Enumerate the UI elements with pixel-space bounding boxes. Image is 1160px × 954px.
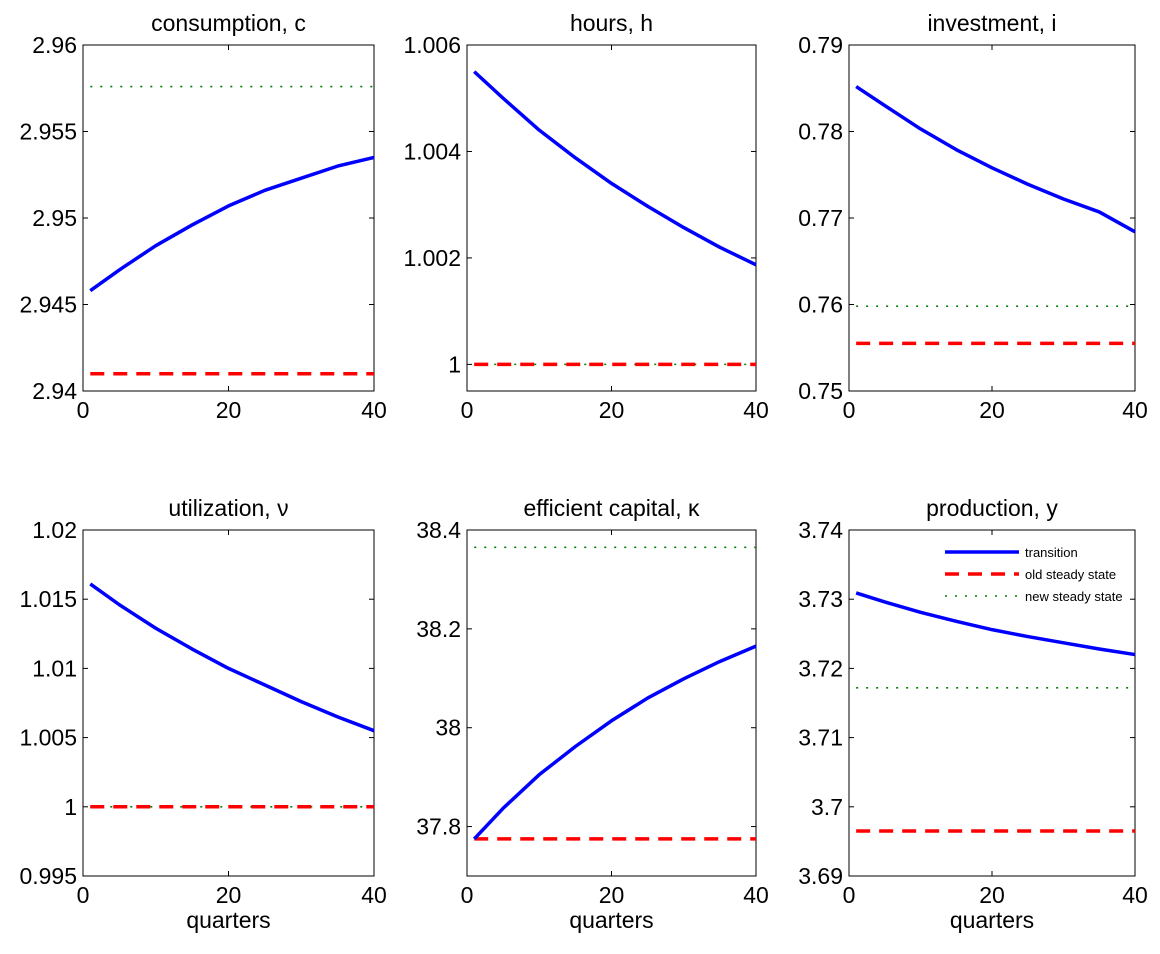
y-tick-label: 0.995 — [19, 863, 77, 889]
subplot-1: consumption, c 2.94 2.945 2.95 2.955 2.96 0 20 4… — [19, 10, 386, 423]
subplot-2: hours, h 1 1.002 1.004 1.006 0 20 40 — [403, 10, 768, 423]
series-transition-line — [473, 70, 757, 267]
axes-frame — [82, 44, 375, 392]
series-transition-line — [89, 582, 375, 733]
axes-frame — [848, 44, 1136, 392]
y-tick-label: 1.006 — [403, 32, 461, 58]
y-tick-label: 38.2 — [416, 616, 461, 642]
y-tick-label: 1.015 — [19, 586, 77, 612]
x-tick-label: 40 — [361, 882, 387, 908]
y-tick-label: 0.76 — [798, 292, 843, 318]
x-tick-label: 20 — [599, 397, 625, 423]
legend: transition old steady state new steady sta… — [945, 545, 1123, 604]
y-tick-label: 1.02 — [32, 517, 77, 543]
x-tick-label: 40 — [1122, 397, 1148, 423]
x-tick-label: 40 — [361, 397, 387, 423]
subplot-title: efficient capital, κ — [523, 495, 700, 521]
y-tick-label: 37.8 — [416, 814, 461, 840]
x-tick-label: 40 — [743, 882, 769, 908]
legend-entry-label: new steady state — [1025, 589, 1123, 604]
y-tick-label: 38.4 — [416, 517, 461, 543]
y-tick-label: 1.01 — [32, 655, 77, 681]
y-tick-label: 3.74 — [798, 517, 843, 543]
x-tick-label: 0 — [843, 882, 856, 908]
y-tick-label: 3.71 — [798, 725, 843, 751]
x-tick-label: 0 — [461, 397, 474, 423]
x-tick-label: 0 — [461, 882, 474, 908]
y-tick-label: 1 — [64, 794, 77, 820]
subplot-4: utilization, ν 0.995 1 1.005 1.01 1.015 1.02 0 2… — [19, 495, 386, 933]
y-tick-label: 0.75 — [798, 378, 843, 404]
y-tick-label: 1 — [448, 351, 461, 377]
x-tick-label: 40 — [1122, 882, 1148, 908]
x-tick-label: 0 — [843, 397, 856, 423]
x-tick-label: 20 — [216, 882, 242, 908]
y-tick-label: 0.78 — [798, 119, 843, 145]
subplot-3: investment, i 0.75 0.76 0.77 0.78 0.79 0 20 40 — [798, 10, 1148, 423]
y-tick-label: 2.95 — [32, 205, 77, 231]
y-tick-label: 1.005 — [19, 725, 77, 751]
series-transition-line — [472, 644, 757, 841]
y-tick-label: 0.79 — [798, 32, 843, 58]
legend-entry-label: old steady state — [1025, 567, 1116, 582]
x-tick-label: 20 — [599, 882, 625, 908]
axes-frame — [82, 529, 375, 877]
x-tick-label: 20 — [979, 397, 1005, 423]
y-tick-label: 2.955 — [19, 119, 77, 145]
series-transition-line — [855, 591, 1136, 657]
y-tick-label: 3.7 — [811, 794, 843, 820]
subplot-5: efficient capital, κ 37.8 38 38.2 38.4 0 20 40 q… — [416, 495, 769, 933]
subplot-title: utilization, ν — [168, 495, 288, 521]
legend-entry-label: transition — [1025, 545, 1078, 560]
series-transition-line — [855, 85, 1136, 234]
y-tick-label: 38 — [435, 715, 461, 741]
y-tick-label: 2.945 — [19, 292, 77, 318]
x-tick-label: 20 — [979, 882, 1005, 908]
y-tick-label: 3.73 — [798, 586, 843, 612]
axes-frame — [466, 44, 757, 392]
subplot-title: hours, h — [570, 10, 653, 36]
y-tick-label: 0.77 — [798, 205, 843, 231]
subplot-title: consumption, c — [151, 10, 306, 36]
x-axis-label: quarters — [186, 907, 270, 933]
y-tick-label: 3.69 — [798, 863, 843, 889]
axes-frame — [466, 529, 757, 877]
y-tick-label: 2.94 — [32, 378, 77, 404]
subplot-title: production, y — [926, 495, 1058, 521]
y-tick-label: 3.72 — [798, 655, 843, 681]
subplot-title: investment, i — [927, 10, 1056, 36]
y-tick-label: 1.002 — [403, 245, 461, 271]
y-tick-label: 2.96 — [32, 32, 77, 58]
x-axis-label: quarters — [950, 907, 1034, 933]
x-tick-label: 0 — [77, 397, 90, 423]
x-axis-label: quarters — [569, 907, 653, 933]
x-tick-label: 0 — [77, 882, 90, 908]
x-tick-label: 40 — [743, 397, 769, 423]
subplot-6: production, y 3.69 3.7 3.71 3.72 3.73 3.74 0 20 4… — [798, 495, 1148, 933]
x-tick-label: 20 — [216, 397, 242, 423]
series-transition-line — [89, 155, 375, 293]
y-tick-label: 1.004 — [403, 138, 461, 164]
